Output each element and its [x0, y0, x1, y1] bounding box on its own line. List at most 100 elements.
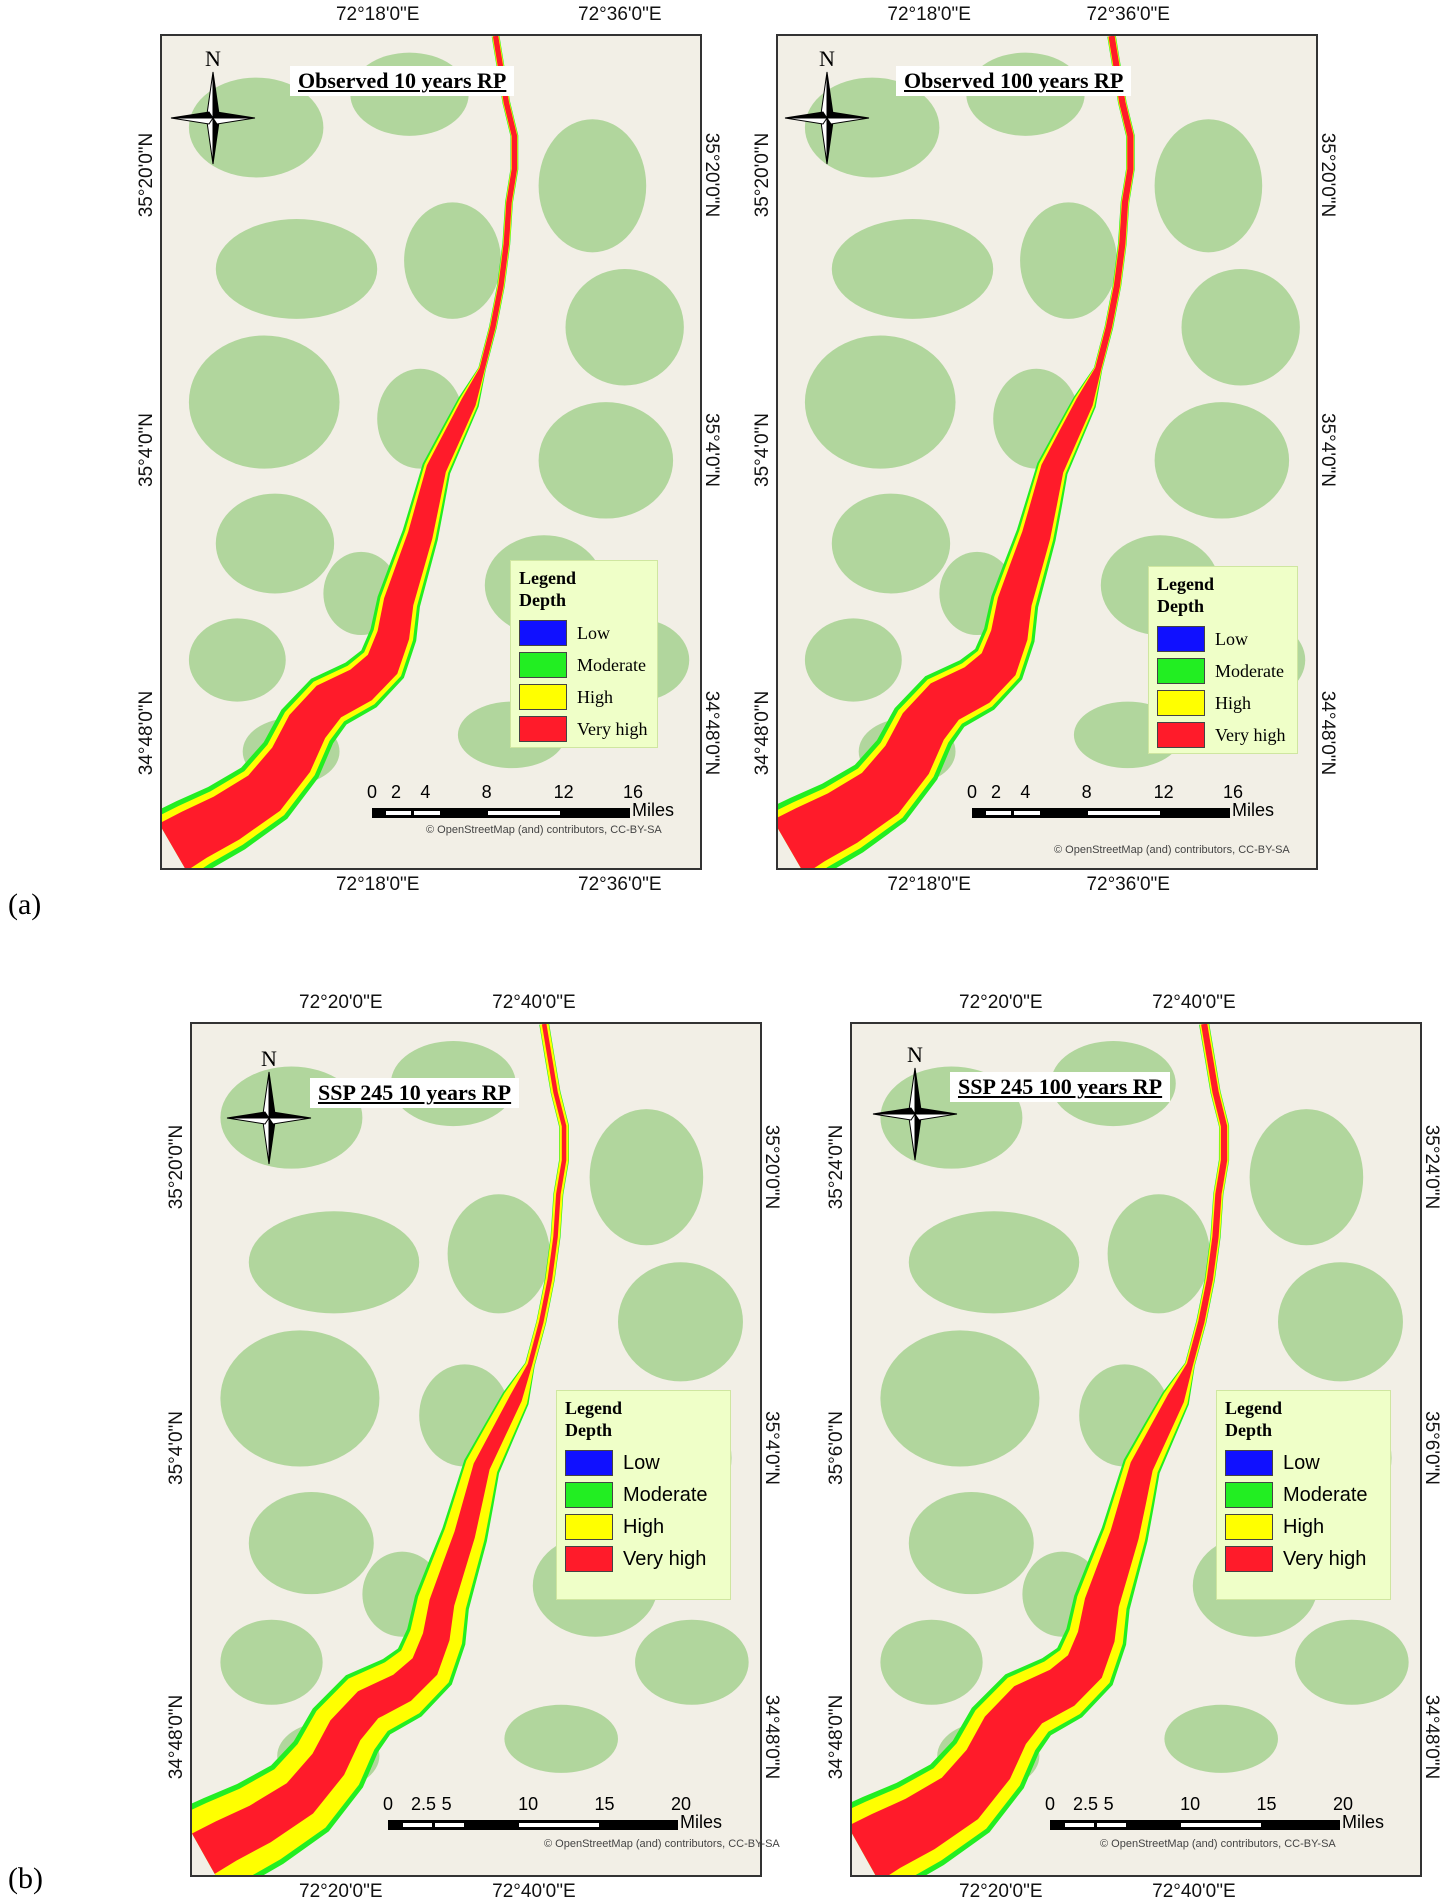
scale-bar-line — [372, 808, 630, 818]
legend-swatch-high — [565, 1514, 613, 1540]
legend-item: Very high — [565, 1543, 722, 1575]
latitude-label: 35°24'0"N — [826, 1124, 847, 1209]
scale-tick-label: 20 — [671, 1794, 692, 1814]
longitude-label: 72°18'0"E — [887, 874, 971, 895]
scale-tick-label: 2 — [391, 782, 402, 802]
legend-label: Low — [623, 1451, 660, 1474]
legend-label: High — [577, 686, 613, 707]
terrain-patch — [804, 618, 902, 702]
latitude-label: 35°6'0"N — [1421, 1410, 1442, 1485]
scale-tick-label: 16 — [623, 782, 644, 802]
terrain-patch — [1164, 1704, 1278, 1773]
latitude-label: 35°4'0"N — [752, 413, 773, 487]
longitude-label: 72°18'0"E — [335, 4, 420, 25]
latitude-label: 35°20'0"N — [752, 133, 773, 218]
latitude-label: 35°20'0"N — [1317, 133, 1338, 218]
scale-tick-label: 4 — [1020, 782, 1031, 802]
legend-swatch-low — [1225, 1450, 1273, 1476]
latitude-label: 35°4'0"N — [166, 1410, 187, 1485]
terrain-patch — [504, 1704, 618, 1773]
terrain-patch — [1181, 268, 1300, 386]
north-arrow: N — [168, 46, 258, 173]
legend-swatch-moderate — [1225, 1482, 1273, 1508]
scale-bar: 0 2 4 8 12 16 Miles — [367, 782, 688, 848]
north-label: N — [819, 48, 835, 71]
legend-swatch-high — [519, 684, 567, 710]
legend-label: Low — [1215, 628, 1248, 649]
scale-tick-label: 2 — [991, 782, 1002, 802]
latitude-label: 34°48'0"N — [166, 1694, 187, 1780]
terrain-patch — [635, 1619, 749, 1705]
north-arrow: N — [870, 1042, 960, 1169]
scale-bar-line — [388, 1820, 678, 1830]
legend-swatch-very-high — [1225, 1546, 1273, 1572]
latitude-label: 35°4'0"N — [761, 1410, 782, 1485]
legend-label: Very high — [577, 718, 648, 739]
scale-tick-label: 4 — [420, 782, 431, 802]
latitude-label: 35°24'0"N — [1421, 1124, 1442, 1209]
flood-depth-very-high — [852, 1024, 1228, 1875]
terrain-patch — [188, 335, 340, 469]
latitude-label: 35°20'0"N — [761, 1124, 782, 1209]
legend-swatch-moderate — [519, 652, 567, 678]
terrain-patch — [215, 493, 335, 594]
legend-item: Low — [1157, 623, 1289, 655]
scale-tick-label: 0 — [1045, 1794, 1056, 1814]
legend-swatch-low — [1157, 626, 1205, 652]
legend-box: Legend Depth Low Moderate High Very high — [556, 1390, 731, 1600]
legend-swatch-moderate — [565, 1482, 613, 1508]
latitude-label: 35°20'0"N — [701, 133, 722, 218]
legend-item: High — [565, 1511, 722, 1543]
legend-label: Very high — [623, 1547, 707, 1570]
scale-bar: 0 2 4 8 12 16 Miles — [967, 782, 1288, 848]
scale-tick-label: 20 — [1333, 1794, 1354, 1814]
scale-tick-label: 8 — [481, 782, 492, 802]
legend-title: Legend — [1157, 574, 1215, 594]
latitude-label: 34°48'0"N — [701, 690, 722, 776]
legend-subtitle: Depth — [1157, 596, 1205, 616]
figure-label-b: (b) — [8, 1862, 43, 1895]
legend-label: High — [1215, 692, 1251, 713]
flood-depth-very-high — [192, 1024, 567, 1874]
latitude-label: 35°20'0"N — [166, 1124, 187, 1209]
latitude-label: 34°48'0"N — [752, 690, 773, 776]
scale-tick-label: 8 — [1081, 782, 1092, 802]
legend-item: Moderate — [519, 649, 649, 681]
latitude-label: 34°48'0"N — [1421, 1694, 1442, 1780]
scale-tick-label: 0 — [367, 782, 378, 802]
legend-label: Moderate — [623, 1483, 708, 1506]
flood-depth-very-high — [778, 36, 1134, 868]
north-arrow: N — [224, 1046, 314, 1173]
longitude-label: 72°40'0"E — [492, 1881, 576, 1902]
legend-label: Very high — [1283, 1547, 1367, 1570]
map-title: Observed 100 years RP — [896, 66, 1132, 96]
longitude-label: 72°20'0"E — [959, 1881, 1043, 1902]
terrain-patch — [908, 1211, 1080, 1314]
scale-tick-label: 2.5 — [1073, 1794, 1099, 1814]
legend-title: Legend — [1225, 1398, 1283, 1418]
legend-swatch-very-high — [519, 716, 567, 742]
terrain-patch — [1278, 1262, 1403, 1382]
terrain-patch — [248, 1211, 420, 1314]
terrain-patch — [1107, 1194, 1210, 1314]
legend-label: High — [623, 1515, 665, 1538]
legend-item: Moderate — [1225, 1479, 1382, 1511]
legend-item: Moderate — [1157, 655, 1289, 687]
scale-tick-label: 5 — [441, 1794, 452, 1814]
terrain-patch — [589, 1109, 704, 1246]
terrain-patch — [1249, 1109, 1364, 1246]
terrain-patch — [831, 219, 994, 319]
latitude-label: 35°20'0"N — [136, 133, 157, 218]
legend-item: Very high — [1225, 1543, 1382, 1575]
legend-label: Moderate — [1283, 1483, 1368, 1506]
terrain-patch — [538, 402, 674, 519]
terrain-patch — [831, 493, 951, 594]
longitude-label: 72°18'0"E — [887, 4, 971, 25]
legend-swatch-high — [1157, 690, 1205, 716]
map-credit: © OpenStreetMap (and) contributors, CC-B… — [1100, 1838, 1336, 1850]
legend-item: High — [1225, 1511, 1382, 1543]
scale-unit: Miles — [1232, 800, 1275, 820]
scale-bar: 0 2.5 5 10 15 20 Miles — [1045, 1794, 1398, 1860]
scale-unit: Miles — [1342, 1812, 1385, 1832]
figure-label-a: (a) — [8, 888, 42, 921]
